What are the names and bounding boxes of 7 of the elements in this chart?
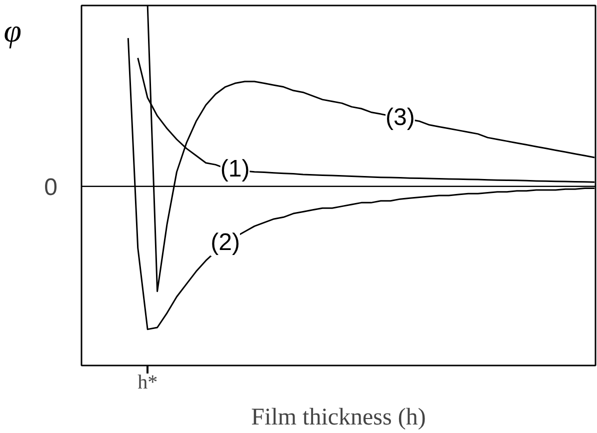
series-label: (3) — [386, 104, 415, 132]
ref-line-label: 0 — [44, 174, 58, 201]
y-axis-title: φ — [4, 12, 22, 49]
x-axis-title: Film thickness (h) — [251, 404, 426, 430]
series-label: (2) — [210, 228, 240, 256]
series-label: (1) — [220, 156, 250, 183]
text: h* — [138, 372, 158, 394]
